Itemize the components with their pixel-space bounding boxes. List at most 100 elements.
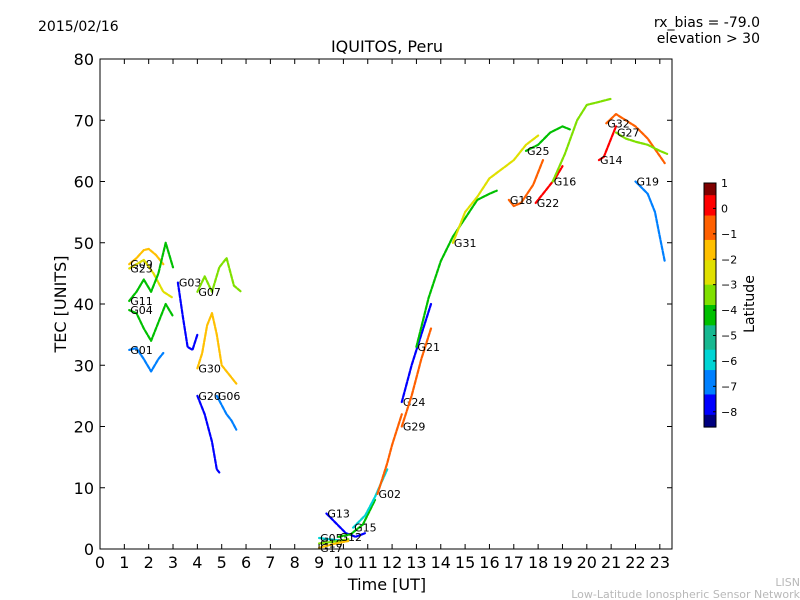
colorbar-segment [704,187,716,192]
series-line-g03 [176,281,199,351]
y-axis-label: TEC [UNITS] [51,256,70,354]
chart-title: IQUITOS, Peru [331,37,443,56]
colorbar-segment [704,317,716,322]
x-tick-label: 17 [504,553,524,572]
colorbar-tick-label: 0 [721,202,728,215]
series-line-g31 [451,134,540,244]
series-label-g32: G32 [607,117,630,130]
x-tick-label: 23 [650,553,670,572]
colorbar-segment [704,349,716,355]
colorbar-segment [704,329,716,335]
colorbar-segment [704,345,716,351]
colorbar-segment [704,353,716,359]
series-line-g01 [128,347,165,373]
colorbar-tick-label: −3 [721,279,737,292]
x-tick-label: 13 [406,553,426,572]
series-line-g22 [534,165,564,204]
colorbar: 1 0 −1 −2 −3 −4 −5 −6 −7 −8 [703,177,737,428]
colorbar-segment [704,361,716,367]
x-tick-label: 7 [265,553,275,572]
series-label-g02: G02 [378,488,401,501]
y-axis: 0 10 20 30 40 50 60 70 80 [74,50,672,559]
colorbar-segment [704,239,716,245]
series-label-g20: G20 [198,390,221,403]
series-label-g23: G23 [130,262,153,275]
x-tick-label: 12 [382,553,402,572]
y-tick-label: 10 [74,479,94,498]
series-label-g01: G01 [130,344,153,357]
colorbar-tick-label: −2 [721,253,737,266]
series-line-g29 [400,327,433,428]
colorbar-segment [704,272,716,278]
colorbar-tick-label: −8 [721,406,737,419]
colorbar-segment [704,410,716,416]
series-line-g02 [376,413,403,495]
y-tick-label: 20 [74,418,94,437]
series-line-g20 [196,394,221,474]
plot-frame [99,58,673,550]
colorbar-segment [704,280,716,286]
colorbar-frame [703,182,717,428]
x-tick-label: 0 [95,553,105,572]
x-tick-label: 14 [431,553,451,572]
colorbar-segment [704,374,716,379]
x-tick-label: 22 [625,553,645,572]
colorbar-segment [704,195,716,200]
x-tick-label: 15 [455,553,475,572]
colorbar-segment [704,370,716,375]
colorbar-segment [704,223,716,229]
colorbar-tick-label: 1 [721,177,728,190]
series-label-g09: G09 [130,258,153,271]
series-label-g14: G14 [600,154,623,167]
colorbar-segment [704,422,716,428]
colorbar-segment [704,414,716,420]
series-line-g07 [196,257,243,293]
colorbar-segment [704,219,716,225]
series-line-g13 [325,512,367,538]
colorbar-segment [704,215,716,221]
y-tick-label: 70 [74,111,94,130]
series-line-g24 [400,302,433,404]
colorbar-segment [704,276,716,282]
colorbar-segment [704,203,716,208]
y-tick-label: 0 [84,540,94,559]
series-line-g16 [551,97,613,183]
x-tick-label: 3 [168,553,178,572]
colorbar-segment [704,325,716,330]
colorbar-segment [704,288,716,294]
colorbar-segment [704,211,716,217]
x-tick-label: 18 [528,553,548,572]
y-tick-label: 80 [74,50,94,69]
colorbar-segment [704,235,716,241]
series-label-g27: G27 [617,127,640,140]
colorbar-segment [704,227,716,233]
series-label-g31: G31 [454,237,477,250]
series-line-g30 [196,312,238,385]
x-tick-label: 21 [601,553,621,572]
colorbar-segment [704,199,716,204]
colorbar-segment [704,183,716,188]
series-label-g16: G16 [554,176,577,189]
series-line-g11 [128,241,175,302]
x-tick-label: 4 [192,553,202,572]
y-tick-label: 30 [74,356,94,375]
colorbar-segment [704,231,716,237]
x-axis-label: Time [UT] [347,575,426,594]
series-line-g04 [128,302,175,342]
x-tick-label: 6 [241,553,251,572]
series-label-g25: G25 [527,145,550,158]
colorbar-segment [704,244,716,249]
colorbar-segment [704,394,716,400]
colorbar-segment [704,382,716,387]
series-line-g18 [507,159,545,208]
elevation-label: elevation > 30 [657,31,760,47]
x-axis: 0 1 2 3 4 5 6 7 8 9 10 11 12 13 14 15 16 17 18 19 20 21 22 23 [95,59,670,572]
rx-bias-label: rx_bias = -79.0 [654,15,760,31]
x-tick-label: 10 [333,553,353,572]
colorbar-segment [704,191,716,196]
credit-long: Low-Latitude Ionospheric Sensor Network [571,588,800,600]
colorbar-segment [704,252,716,257]
series-label-g04: G04 [130,304,153,317]
colorbar-segment [704,333,716,339]
colorbar-segment [704,337,716,343]
